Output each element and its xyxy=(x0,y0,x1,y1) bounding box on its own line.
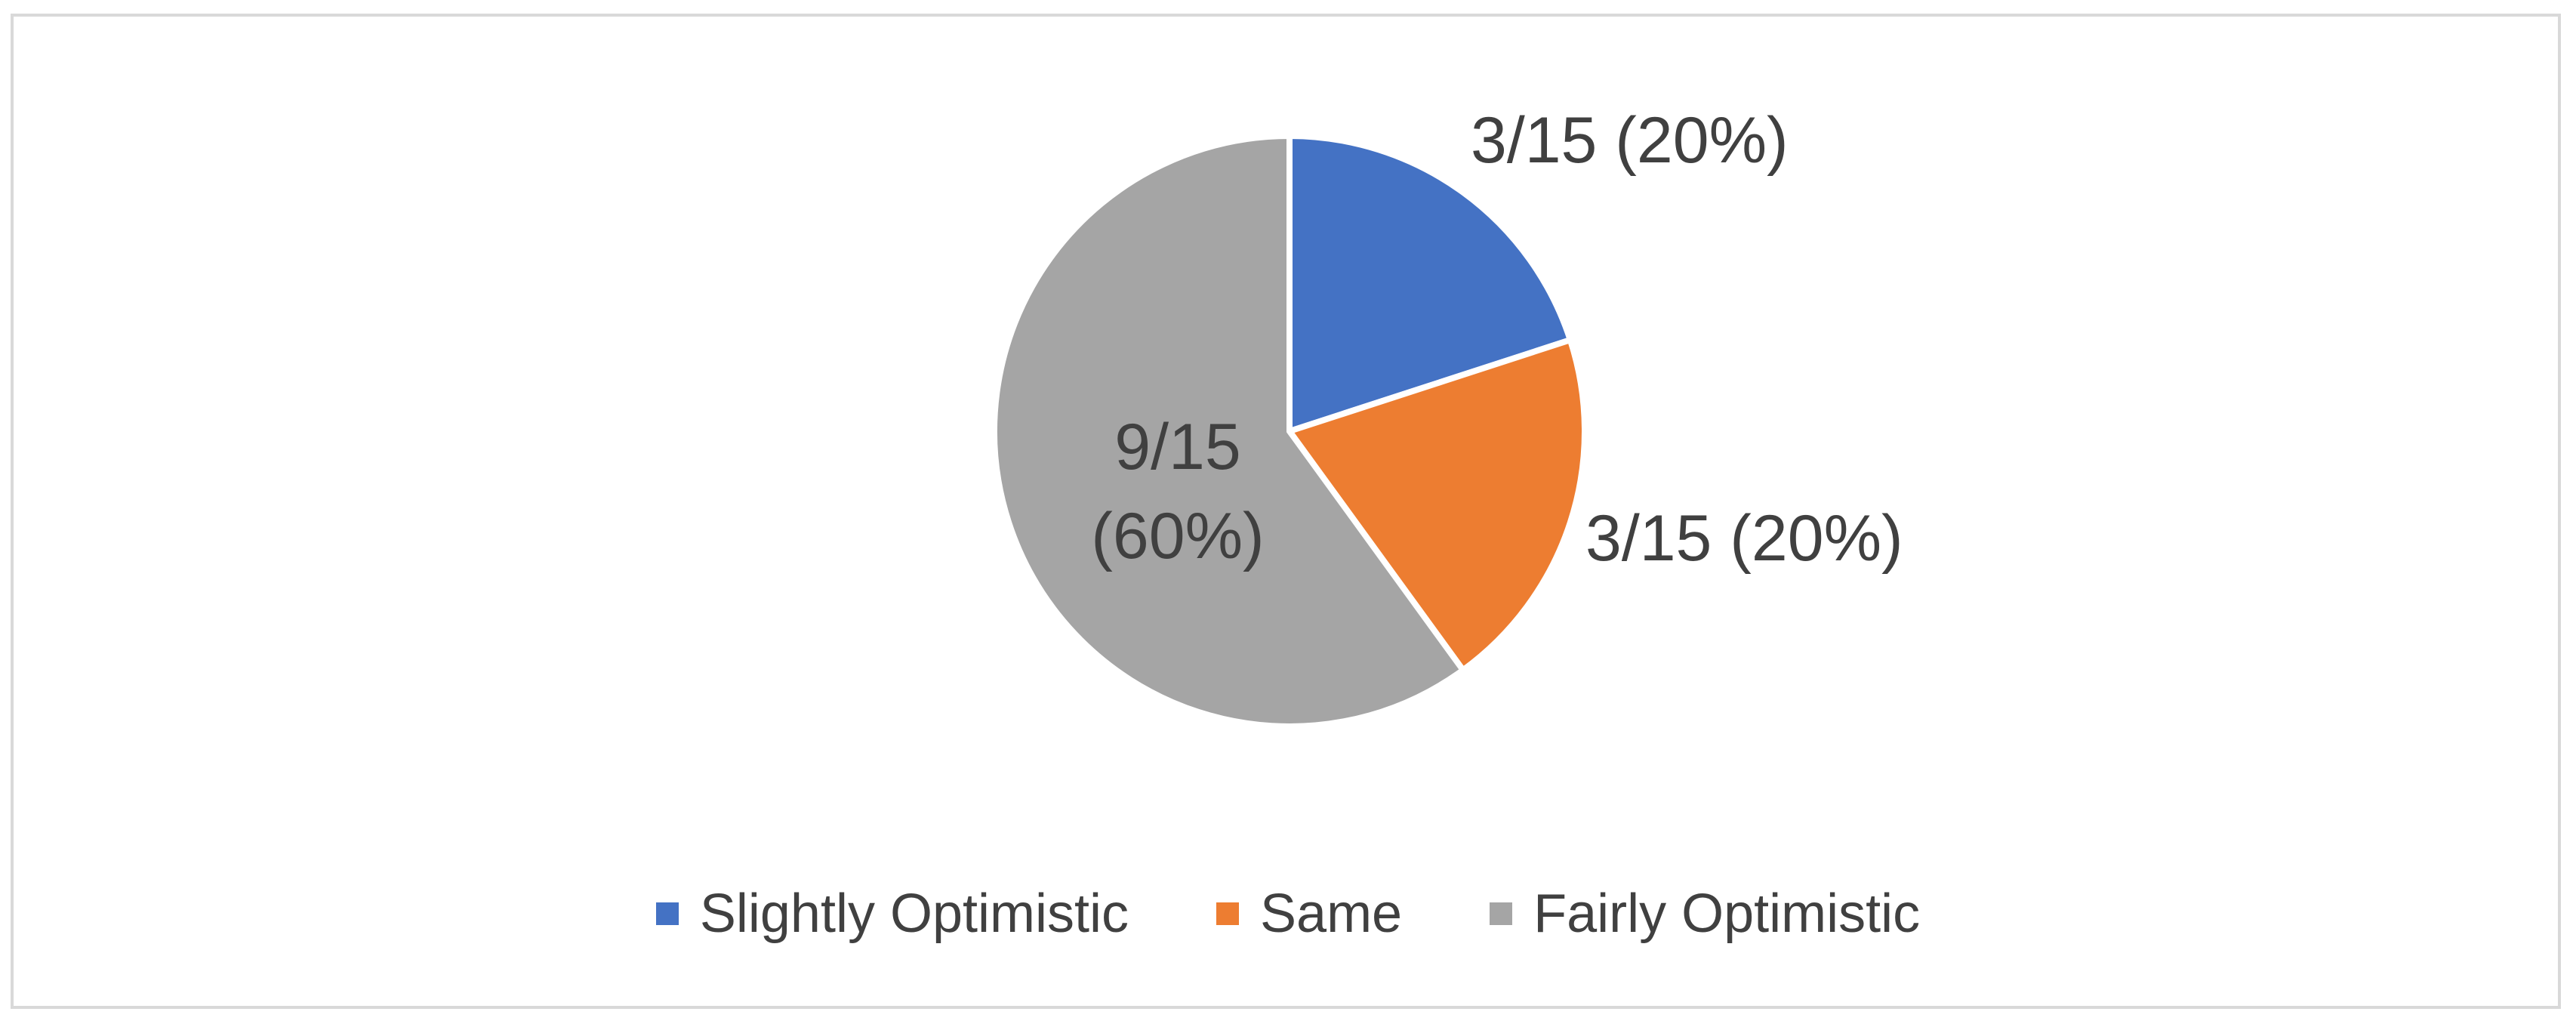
legend-item-slightly-optimistic[interactable]: Slightly Optimistic xyxy=(655,883,1129,945)
data-label-fairly-optimistic-line-1: 9/15 xyxy=(1114,411,1240,483)
pie-slice-same[interactable] xyxy=(1284,336,1588,674)
pie-slices xyxy=(991,132,1588,729)
legend-swatch-same xyxy=(1216,902,1239,925)
data-label-slightly-optimistic: 3/15 (20%) xyxy=(1471,104,1789,177)
legend-item-same[interactable]: Same xyxy=(1216,883,1402,945)
legend-item-fairly-optimistic[interactable]: Fairly Optimistic xyxy=(1490,883,1920,945)
pie-slice-slightly-optimistic[interactable] xyxy=(1286,132,1574,436)
legend-label-slightly-optimistic: Slightly Optimistic xyxy=(699,884,1129,944)
legend-swatch-fairly-optimistic xyxy=(1490,902,1513,925)
legend-label-same: Same xyxy=(1260,884,1403,944)
legend-label-fairly-optimistic: Fairly Optimistic xyxy=(1533,884,1921,944)
chart-legend: Slightly Optimistic Same Fairly Optimist… xyxy=(0,876,2576,952)
pie-data-labels: 3/15 (20%) 3/15 (20%) 9/15 (60%) xyxy=(1091,104,1903,575)
data-label-fairly-optimistic-line-2: (60%) xyxy=(1091,500,1264,572)
legend-swatch-slightly-optimistic xyxy=(655,902,679,925)
data-label-same: 3/15 (20%) xyxy=(1585,502,1903,575)
pie-slice-fairly-optimistic[interactable] xyxy=(991,132,1468,729)
